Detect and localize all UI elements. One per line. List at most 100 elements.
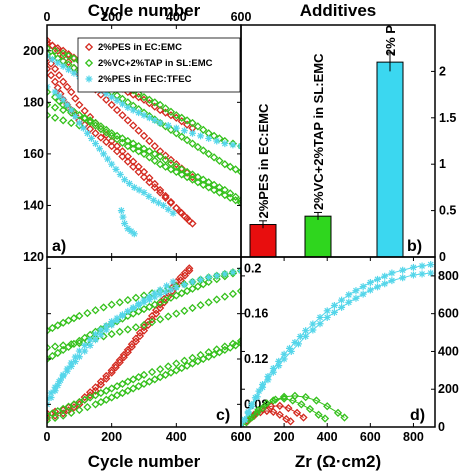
- a-series-9-point-11: [92, 140, 99, 148]
- c-series-5-point-0: [47, 411, 52, 420]
- panel-b-marks: 2%PES in EC:EMC 2%VC+2%TAP in SL:EMC 2% PE…: [249, 25, 404, 257]
- c-series-4-point-9: [115, 327, 124, 336]
- a-series-9-point-23: [145, 192, 153, 200]
- bar-2: [376, 61, 404, 257]
- panel-c-marks: [47, 264, 241, 425]
- c-series-1-point-15: [123, 348, 132, 357]
- c-series-4-point-11: [131, 323, 141, 332]
- a-series-9-point-1: [51, 88, 59, 96]
- c-series-1-point-2: [59, 409, 68, 418]
- a-series-5-point-25: [177, 170, 186, 179]
- d-series-3-point-3: [253, 408, 262, 417]
- c-series-5-point-20: [156, 365, 165, 374]
- c-series-8-point-7: [67, 359, 75, 367]
- a-series-5-point-11: [102, 128, 111, 137]
- a-series-1-point-10: [85, 112, 95, 122]
- c-series-6-point-32: [231, 341, 240, 350]
- d-series-0-point-5: [269, 407, 278, 417]
- d-series-5-point-11: [286, 344, 293, 352]
- c-series-4-point-20: [204, 298, 213, 307]
- a-series-3-point-18: [139, 131, 149, 140]
- c-series-5-point-28: [220, 342, 229, 351]
- a-series-10-point-13: [113, 97, 121, 105]
- a-series-3-point-14: [118, 111, 127, 120]
- a-series-10-point-18: [140, 111, 148, 119]
- a-series-1-point-26: [172, 203, 181, 213]
- c-series-8-point-5: [59, 371, 67, 379]
- panel-a-legend: 2%PES in EC:EMC 2%VC+2%TAP in SL:EMC 2%PES…: [77, 37, 241, 93]
- panel-d: 0 200 400 600 800 0 200 400 600 800 d) Zr (Ω·cm2): [238, 256, 459, 471]
- panel-a-letter: a): [52, 238, 66, 255]
- a-series-6-point-25: [182, 116, 192, 125]
- a-series-3-point-22: [161, 151, 170, 160]
- a-series-10-point-29: [221, 140, 229, 148]
- a-series-6-point-1: [50, 46, 60, 55]
- a-series-1-point-7: [71, 94, 80, 103]
- a-series-10-point-19: [145, 114, 153, 122]
- c-series-8-point-20: [135, 301, 143, 309]
- d-series-2-point-10: [320, 414, 330, 423]
- d-series-3-point-2: [247, 413, 256, 422]
- c-xtick-label-1: 200: [101, 430, 122, 444]
- bar-0-label: 2%PES in EC:EMC: [256, 103, 271, 218]
- c-series-8-point-19: [129, 304, 137, 312]
- a-series-0-point-21: [139, 172, 149, 182]
- a-series-6-point-0: [47, 44, 52, 53]
- d-series-5-point-23: [366, 279, 374, 286]
- a-series-0-point-1: [47, 71, 56, 80]
- a-series-5-point-31: [209, 185, 219, 195]
- a-series-4-point-23: [177, 165, 186, 174]
- c-series-4-point-18: [188, 303, 197, 313]
- a-series-10-point-28: [213, 137, 221, 145]
- d-series-5-point-7: [264, 372, 272, 380]
- c-ytick-label-2: 0.16: [244, 307, 268, 321]
- c-series-6-point-6: [91, 400, 100, 409]
- a-series-4-point-34: [236, 196, 241, 205]
- c-series-5: [47, 336, 241, 420]
- c-series-8-point-30: [197, 276, 205, 284]
- c-xtick-label-0: 0: [44, 430, 51, 444]
- a-series-5-point-9: [91, 121, 100, 130]
- c-series-2-point-11: [115, 298, 124, 307]
- c-series-6-point-19: [161, 370, 170, 379]
- d-series-4-point-16: [330, 308, 338, 316]
- c-series-1-point-17: [131, 337, 141, 346]
- c-series-0-point-0: [47, 409, 52, 418]
- d-xtick-label-0: 0: [238, 430, 245, 444]
- c-series-6-point-23: [182, 361, 192, 370]
- c-series-2-point-10: [107, 300, 116, 309]
- d-series-5-point-24: [374, 275, 382, 283]
- d-series-5-point-17: [323, 307, 331, 315]
- d-series-4-point-22: [374, 283, 382, 291]
- c-series-4-point-19: [196, 301, 205, 310]
- d-series-5-point-21: [352, 287, 360, 295]
- c-series-1-point-9: [96, 380, 106, 389]
- d-xtick-label-1: 200: [274, 430, 295, 444]
- a-series-1-point-27: [177, 209, 186, 218]
- c-series-3-point-20: [150, 300, 159, 309]
- c-series-6-point-20: [166, 368, 176, 377]
- a-series-0-point-3: [53, 83, 62, 92]
- d-series-5-point-22: [359, 283, 367, 291]
- d-series-3-point-9: [312, 396, 321, 405]
- a-ytick-label-4: 200: [23, 44, 44, 58]
- c-series-1-point-11: [107, 368, 116, 377]
- c-series-6-point-2: [59, 411, 68, 420]
- c-series-5-point-5: [69, 400, 79, 409]
- d-series-5-point-2: [244, 408, 252, 416]
- a-series-1-point-15: [112, 142, 122, 151]
- a-series-5-point-26: [182, 172, 192, 182]
- c-series-8-point-25: [162, 288, 170, 296]
- d-xtick-label-3: 600: [360, 430, 381, 444]
- d-series-2-line: [241, 398, 326, 427]
- a-series-9-point-6: [71, 113, 79, 121]
- legend-marker-2: [85, 75, 93, 83]
- c-series-3-point-26: [182, 286, 192, 296]
- a-series-6-point-22: [166, 107, 176, 116]
- a-series-9-point-17: [116, 171, 124, 179]
- a-xtick-label-2: 400: [166, 10, 187, 24]
- d-series-5-point-4: [251, 394, 259, 402]
- d-series-3-point-11: [333, 408, 343, 417]
- c-series-5-point-25: [196, 350, 205, 360]
